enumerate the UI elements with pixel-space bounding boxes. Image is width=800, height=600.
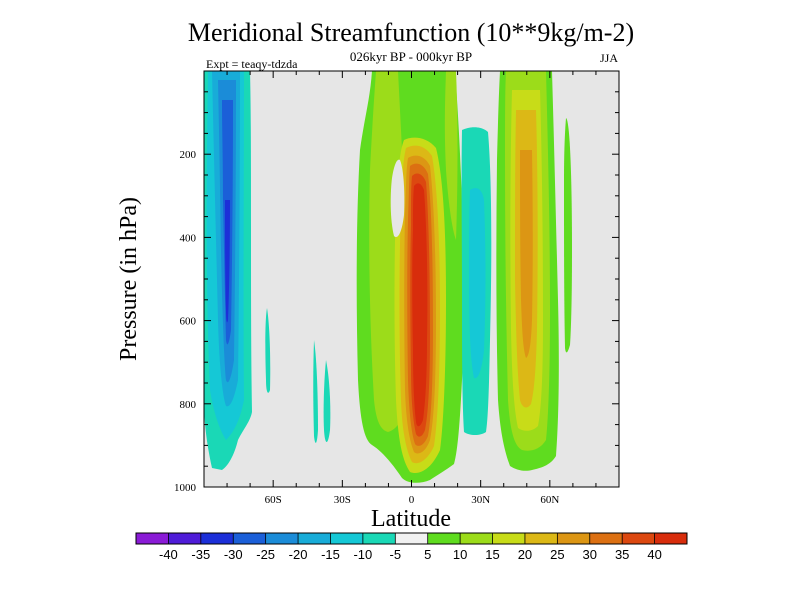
y-tick-label: 200 (180, 149, 197, 161)
colorbar-swatch (654, 533, 688, 544)
colorbar-label: 25 (550, 547, 564, 562)
colorbar-swatch (330, 533, 364, 544)
hadley-positive-cell (356, 71, 466, 483)
y-tick-label: 600 (180, 316, 197, 328)
experiment-label: Expt = teaqy-tdzda (206, 57, 298, 71)
y-tick-label: 400 (180, 232, 197, 244)
colorbar-swatch (233, 533, 266, 544)
colorbar-label: 40 (647, 547, 661, 562)
chart-subtitle: 026kyr BP - 000kyr BP (350, 49, 472, 64)
x-tick-label: 0 (409, 494, 415, 506)
colorbar-label: 30 (583, 547, 597, 562)
colorbar-swatch (265, 533, 299, 544)
y-tick-label: 800 (180, 399, 197, 411)
x-axis: 60S 30S 0 30N 60N (226, 71, 597, 506)
colorbar-swatch (492, 533, 526, 544)
x-tick-label: 60N (540, 494, 559, 506)
colorbar-label: -10 (353, 547, 372, 562)
blob-neg-c (323, 360, 331, 442)
colorbar-label: -30 (224, 547, 243, 562)
colorbar-swatch (168, 533, 202, 544)
x-tick-label: 60S (265, 494, 282, 506)
nh-negative-band (461, 127, 492, 435)
colorbar-label: -35 (191, 547, 210, 562)
colorbar-label: -15 (321, 547, 340, 562)
contour-level-pos25-nh (520, 150, 533, 358)
sh-negative-band (204, 71, 252, 470)
colorbar: -40 -35 -30 -25 -20 -15 -10 -5 5 10 15 20 25 30 35 40 (135, 532, 688, 562)
x-axis-label: Latitude (371, 506, 451, 532)
colorbar-swatch (589, 533, 623, 544)
contour-level-pos10b (444, 71, 458, 240)
colorbar-swatch (298, 533, 331, 544)
x-tick-label: 30S (334, 494, 351, 506)
y-axis: 200 400 600 800 1000 (174, 91, 619, 494)
colorbar-swatch (136, 533, 169, 544)
colorbar-frame (135, 532, 688, 545)
colorbar-swatch (200, 533, 234, 544)
nh-positive-band (496, 71, 559, 471)
colorbar-label: 5 (424, 547, 431, 562)
colorbar-swatch (524, 533, 558, 544)
colorbar-swatch (362, 533, 396, 544)
colorbar-swatch (395, 533, 429, 544)
colorbar-swatch (460, 533, 493, 544)
contour-level-neg35 (225, 200, 230, 323)
colorbar-label: 20 (518, 547, 532, 562)
colorbar-label: 10 (453, 547, 467, 562)
y-tick-label: 1000 (174, 482, 197, 494)
colorbar-swatch (622, 533, 655, 544)
colorbar-swatch (427, 533, 461, 544)
contour-level-pos40 (412, 183, 428, 427)
colorbar-label: -5 (390, 547, 402, 562)
colorbar-swatch (557, 533, 591, 544)
colorbar-label: -25 (256, 547, 275, 562)
y-axis-label: Pressure (in hPa) (116, 197, 142, 361)
blob-neg-a (265, 308, 271, 393)
contour-level-neg10-nh (469, 188, 486, 379)
season-label: JJA (600, 51, 618, 65)
x-tick-label: 30N (471, 494, 490, 506)
blob-neg-b (313, 340, 318, 443)
contour-field (204, 71, 572, 483)
colorbar-label: 35 (615, 547, 629, 562)
cell-gap (390, 159, 405, 238)
colorbar-label: -20 (289, 547, 308, 562)
colorbar-label: 15 (485, 547, 499, 562)
colorbar-label: -40 (159, 547, 178, 562)
blob-pos-right (564, 118, 572, 353)
chart-title: Meridional Streamfunction (10**9kg/m-2) (188, 18, 634, 47)
